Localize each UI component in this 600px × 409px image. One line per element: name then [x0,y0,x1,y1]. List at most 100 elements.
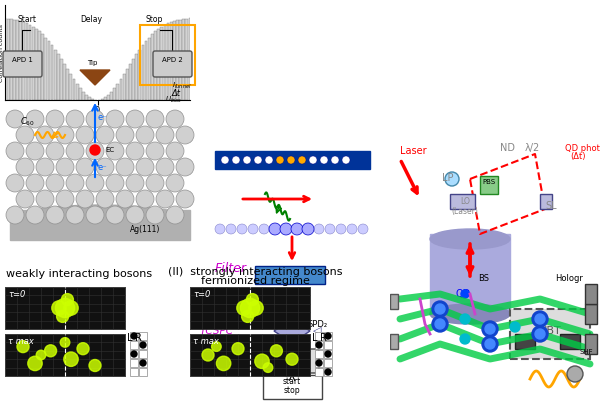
Bar [164,25,166,100]
Bar [315,332,323,340]
Circle shape [61,294,73,306]
Y-axis label: Correlation counts: Correlation counts [0,23,4,81]
Circle shape [126,174,144,192]
Bar [85,95,88,100]
Bar [142,45,145,100]
Bar [510,309,590,359]
Text: Filter: Filter [215,262,247,275]
Bar [126,69,128,100]
Circle shape [36,190,54,208]
Circle shape [17,341,29,353]
Circle shape [309,156,317,164]
Bar [130,341,138,349]
Bar [130,359,138,367]
Circle shape [226,224,236,234]
Bar [13,20,16,100]
Circle shape [26,174,44,192]
Circle shape [460,334,470,344]
Circle shape [445,172,459,186]
Circle shape [146,174,164,192]
Circle shape [46,110,64,128]
Circle shape [202,349,214,361]
Circle shape [166,142,184,160]
Circle shape [435,304,445,314]
Circle shape [255,354,269,369]
Circle shape [44,345,56,357]
Bar [82,92,85,100]
Circle shape [126,110,144,128]
Bar [139,49,141,100]
Circle shape [242,310,254,322]
Bar [139,341,147,349]
Text: QD photons: QD photons [565,144,600,153]
Circle shape [146,206,164,224]
Circle shape [248,224,258,234]
Circle shape [316,360,322,366]
Text: Hologr: Hologr [555,274,583,283]
Circle shape [461,290,469,298]
Circle shape [281,224,291,234]
Circle shape [212,342,221,351]
Circle shape [336,224,346,234]
Bar [148,38,151,100]
Bar [215,151,370,169]
FancyBboxPatch shape [153,51,192,77]
Text: τ max: τ max [193,337,219,346]
Circle shape [64,301,78,315]
Circle shape [26,110,44,128]
Circle shape [485,339,495,349]
Circle shape [116,158,134,176]
Bar [130,368,138,376]
Circle shape [46,206,64,224]
Circle shape [76,158,94,176]
Circle shape [270,224,280,234]
Bar [50,45,53,100]
Circle shape [280,223,292,235]
Bar [35,29,38,100]
Text: (I)  weakly interacting bosons: (I) weakly interacting bosons [0,269,152,279]
Bar [5,287,125,329]
Circle shape [46,142,64,160]
Circle shape [96,158,114,176]
Text: Ag(111): Ag(111) [130,225,160,234]
Bar [173,21,176,100]
Circle shape [291,223,303,235]
Bar [10,19,13,100]
Bar [91,99,94,100]
Text: QD: QD [455,289,470,299]
Circle shape [510,322,520,332]
Circle shape [86,206,104,224]
Bar [60,59,63,100]
Text: start: start [283,377,301,386]
Bar [157,29,160,100]
Text: e⁻: e⁻ [98,163,107,172]
Circle shape [176,190,194,208]
Text: (Δt): (Δt) [570,152,586,161]
Text: ND: ND [500,143,515,153]
Circle shape [237,224,247,234]
Bar [315,341,323,349]
Text: fermionized regime: fermionized regime [200,276,310,286]
Text: Start: Start [18,15,37,24]
Ellipse shape [430,229,510,249]
Bar [88,97,91,100]
Circle shape [106,174,124,192]
Circle shape [265,156,273,164]
Bar [73,79,76,100]
Bar [154,31,157,100]
Bar [170,22,173,100]
Circle shape [314,224,324,234]
Circle shape [56,310,68,322]
Bar [79,88,82,100]
Circle shape [482,321,498,337]
Circle shape [96,190,114,208]
Circle shape [86,110,104,128]
Circle shape [156,190,174,208]
Circle shape [325,333,331,339]
Circle shape [325,224,335,234]
Text: (II)  strongly interacting bosons: (II) strongly interacting bosons [168,267,342,277]
Bar [185,19,188,100]
Bar [585,334,597,354]
Circle shape [64,352,78,366]
Circle shape [6,142,24,160]
